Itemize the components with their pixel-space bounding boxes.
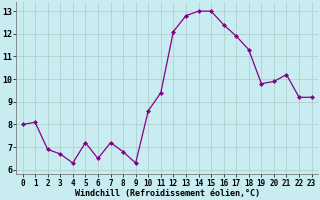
X-axis label: Windchill (Refroidissement éolien,°C): Windchill (Refroidissement éolien,°C)	[75, 189, 260, 198]
